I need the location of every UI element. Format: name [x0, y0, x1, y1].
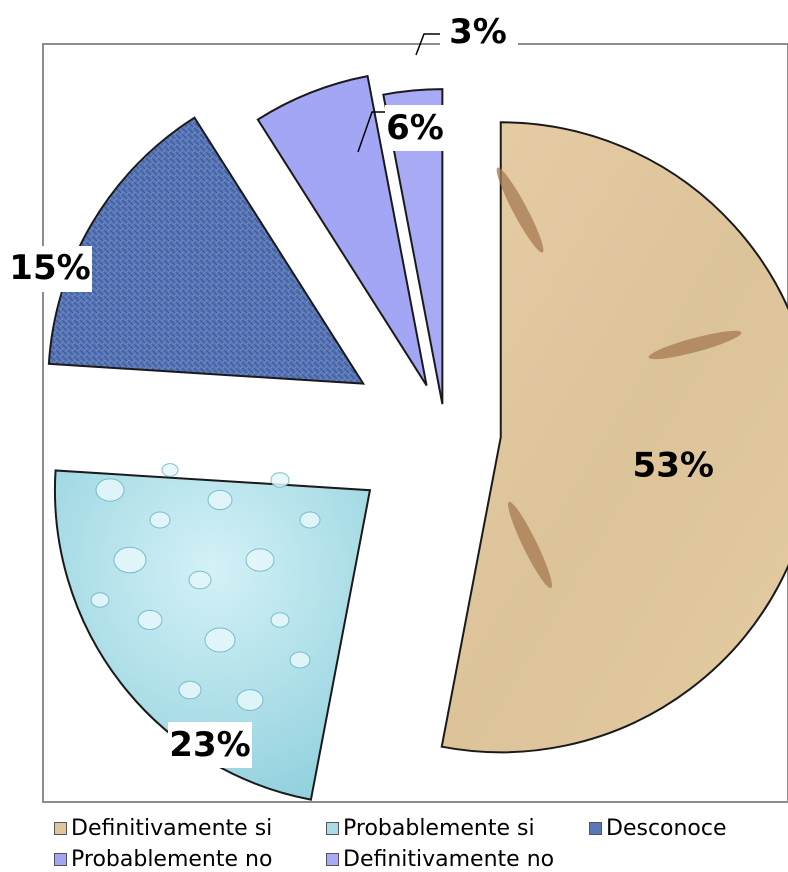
- pie-slice-definitivamente-si: [440, 121, 788, 754]
- legend-swatch: [54, 822, 67, 835]
- water-drop-mark: [236, 689, 264, 711]
- legend-swatch: [589, 822, 602, 835]
- data-label-definitivamente-si: 53%: [633, 446, 714, 486]
- data-label-background: [385, 105, 445, 151]
- legend-item-probablemente-no: Probablemente no: [54, 847, 272, 872]
- water-drop-mark: [149, 511, 171, 529]
- legend-label: Desconoce: [606, 816, 727, 841]
- water-drop-mark: [207, 489, 233, 511]
- slice-decorations: [90, 167, 742, 749]
- water-drop-mark: [289, 651, 311, 669]
- legend-item-desconoce: Desconoce: [589, 816, 727, 841]
- leader-line: [415, 33, 440, 56]
- fossil-fish-mark: [508, 501, 552, 589]
- water-drop-mark: [270, 612, 290, 628]
- water-drop-mark: [137, 609, 163, 631]
- plot-area-border: [42, 43, 788, 803]
- water-drop-mark: [204, 627, 236, 653]
- legend-item-probablemente-si: Probablemente si: [326, 816, 535, 841]
- data-label-background: [168, 722, 252, 768]
- pie-slices: [47, 74, 788, 801]
- fossil-fish-mark: [496, 167, 544, 253]
- legend-item-definitivamente-no: Definitivamente no: [326, 847, 554, 872]
- data-label-background: [440, 10, 518, 54]
- pie-slice-definitivamente-no: [382, 88, 444, 405]
- leader-line: [357, 111, 388, 153]
- legend-swatch: [326, 853, 339, 866]
- data-label-probablemente-si: 23%: [169, 725, 250, 765]
- legend-label: Probablemente si: [343, 816, 535, 841]
- pie-slice-probablemente-no: [256, 74, 428, 387]
- water-drop-mark: [299, 511, 321, 529]
- legend-swatch: [54, 853, 67, 866]
- water-drop-mark: [161, 463, 179, 477]
- data-label-background: [8, 246, 92, 292]
- data-labels: 53% 23% 15% 6% 3%: [8, 10, 714, 768]
- fossil-fish-mark: [648, 330, 742, 360]
- legend-label: Definitivamente no: [343, 847, 555, 872]
- water-drop-mark: [245, 548, 275, 572]
- water-drop-mark: [188, 570, 212, 590]
- water-drop-mark: [178, 680, 202, 700]
- water-drop-mark: [113, 546, 147, 574]
- data-label-definitivamente-no: 3%: [449, 12, 507, 52]
- leader-lines: [357, 33, 440, 153]
- water-drop-mark: [95, 478, 125, 502]
- water-drop-mark: [270, 472, 290, 488]
- data-label-probablemente-no: 6%: [386, 108, 444, 148]
- data-label-desconoce: 15%: [9, 248, 90, 288]
- pie-slice-desconoce: [47, 116, 366, 385]
- water-drop-mark: [90, 592, 110, 608]
- legend-label: Definitivamente si: [71, 816, 273, 841]
- legend-label: Probablemente no: [71, 847, 273, 872]
- legend-item-definitivamente-si: Definitivamente si: [54, 816, 272, 841]
- legend-swatch: [326, 822, 339, 835]
